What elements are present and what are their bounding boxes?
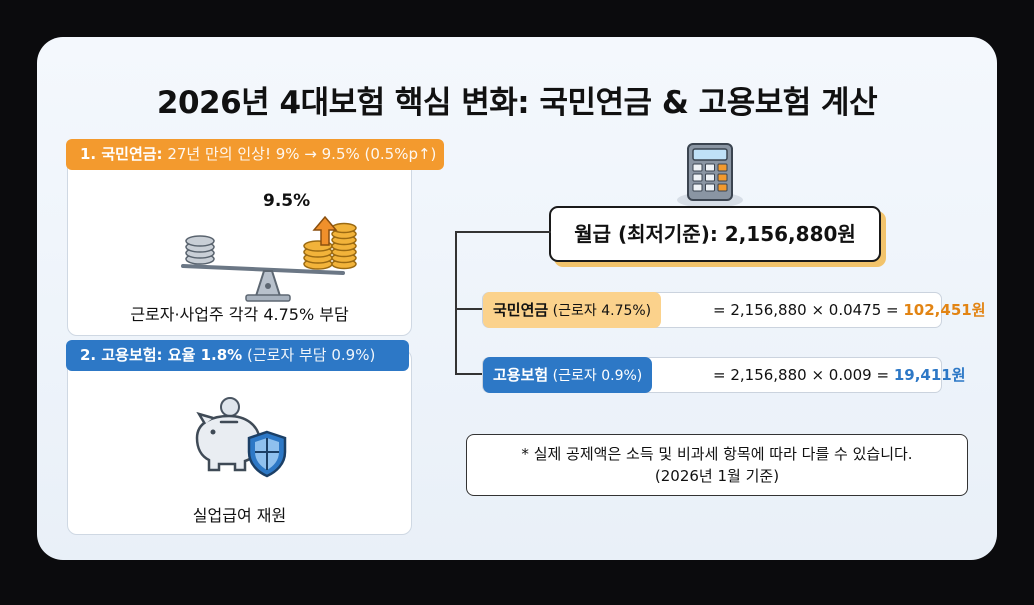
pension-calc-row: 국민연금 (근로자 4.75%) = 2,156,880 × 0.0475 = … xyxy=(482,292,986,328)
pension-calc-result: 102,451원 xyxy=(903,301,986,319)
employment-panel: 2. 고용보험: 요율 1.8% (근로자 부담 0.9%) 실업급여 재원 xyxy=(66,340,412,535)
pension-formula-text: = 2,156,880 × 0.0475 = xyxy=(713,301,904,319)
employment-calc-formula: = 2,156,880 × 0.009 = 19,411원 xyxy=(713,358,966,392)
employment-formula-text: = 2,156,880 × 0.009 = xyxy=(713,366,894,384)
pension-calc-tag-title: 국민연금 xyxy=(493,301,549,319)
connector-line xyxy=(455,231,457,373)
employment-calc-result: 19,411원 xyxy=(893,366,966,384)
arrow-up-icon xyxy=(312,215,338,246)
scale-coins-icon xyxy=(181,222,357,302)
pension-tag-detail: 27년 만의 인상! 9% → 9.5% (0.5%p↑) xyxy=(162,145,437,163)
employment-caption: 실업급여 재원 xyxy=(192,506,287,525)
pension-caption: 근로자·사업주 각각 4.75% 부담 xyxy=(130,305,349,324)
wage-box: 월급 (최저기준): 2,156,880원 xyxy=(549,206,881,262)
pension-tag-title: 1. 국민연금: xyxy=(80,145,163,163)
employment-calc-tag-detail: (근로자 0.9%) xyxy=(548,368,643,384)
employment-tag-title: 2. 고용보험: 요율 1.8% xyxy=(80,346,243,364)
disclaimer-note: * 실제 공제액은 소득 및 비과세 항목에 따라 다를 수 있습니다. (20… xyxy=(466,434,968,496)
disclaimer-line-1: * 실제 공제액은 소득 및 비과세 항목에 따라 다를 수 있습니다. xyxy=(521,445,913,463)
pension-panel: 1. 국민연금: 27년 만의 인상! 9% → 9.5% (0.5%p↑) 9… xyxy=(66,139,444,336)
employment-tag-detail: (근로자 부담 0.9%) xyxy=(242,346,376,364)
pension-calc-tag-detail: (근로자 4.75%) xyxy=(548,303,652,319)
pension-calc-formula: = 2,156,880 × 0.0475 = 102,451원 xyxy=(713,293,986,327)
employment-calc-row: 고용보험 (근로자 0.9%) = 2,156,880 × 0.009 = 19… xyxy=(482,357,966,393)
employment-calc-tag-title: 고용보험 xyxy=(493,366,549,384)
piggy-bank-icon xyxy=(195,397,267,472)
infographic-card: 2026년 4대보험 핵심 변화: 국민연금 & 고용보험 계산 1. 국민연금… xyxy=(37,37,997,560)
connector-line xyxy=(455,373,485,375)
employment-calc-tag: 고용보험 (근로자 0.9%) xyxy=(483,357,653,393)
calculator-icon xyxy=(677,143,743,208)
page-title: 2026년 4대보험 핵심 변화: 국민연금 & 고용보험 계산 xyxy=(156,85,878,121)
employment-tag: 2. 고용보험: 요율 1.8% (근로자 부담 0.9%) xyxy=(66,340,409,371)
pension-rate-label: 9.5% xyxy=(263,191,311,211)
disclaimer-line-2: (2026년 1월 기준) xyxy=(654,467,780,485)
connector-line xyxy=(455,308,485,310)
shield-icon xyxy=(247,430,287,478)
pension-tag: 1. 국민연금: 27년 만의 인상! 9% → 9.5% (0.5%p↑) xyxy=(66,139,444,170)
connector-line xyxy=(455,231,551,233)
pension-calc-tag: 국민연금 (근로자 4.75%) xyxy=(483,292,662,328)
